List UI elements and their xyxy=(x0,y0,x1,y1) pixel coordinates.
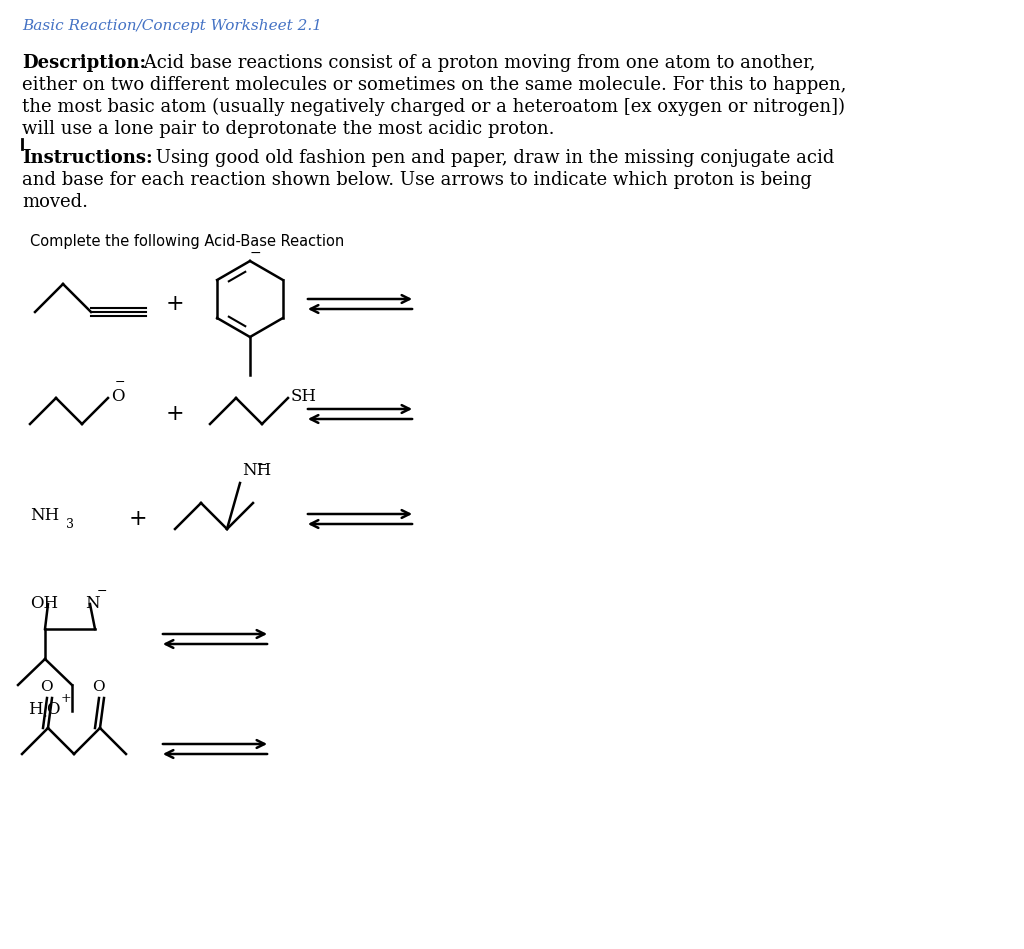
Text: 3: 3 xyxy=(66,517,74,530)
Text: will use a lone pair to deprotonate the most acidic proton.: will use a lone pair to deprotonate the … xyxy=(22,120,555,138)
Text: Description:: Description: xyxy=(22,54,146,72)
Text: and base for each reaction shown below. Use arrows to indicate which proton is b: and base for each reaction shown below. … xyxy=(22,171,812,189)
Text: NH: NH xyxy=(30,507,59,524)
Text: Acid base reactions consist of a proton moving from one atom to another,: Acid base reactions consist of a proton … xyxy=(138,54,815,72)
Text: Basic Reaction/Concept Worksheet 2.1: Basic Reaction/Concept Worksheet 2.1 xyxy=(22,19,322,33)
Text: O: O xyxy=(111,387,125,404)
Text: O: O xyxy=(40,680,52,694)
Text: .: . xyxy=(41,703,47,721)
Text: −: − xyxy=(249,246,261,260)
Text: +: + xyxy=(166,403,184,425)
Text: −: − xyxy=(96,585,108,598)
Text: Instructions:: Instructions: xyxy=(22,149,153,167)
Text: −: − xyxy=(115,376,125,388)
Text: either on two different molecules or sometimes on the same molecule. For this to: either on two different molecules or som… xyxy=(22,76,847,94)
Text: SH: SH xyxy=(291,387,317,404)
Text: H: H xyxy=(28,700,43,717)
Text: −: − xyxy=(257,458,267,472)
Text: the most basic atom (usually negatively charged or a heteroatom [ex oxygen or ni: the most basic atom (usually negatively … xyxy=(22,98,845,116)
Text: O: O xyxy=(46,700,59,717)
Text: NH: NH xyxy=(242,462,271,479)
Text: O: O xyxy=(92,680,104,694)
Text: OH: OH xyxy=(30,596,58,612)
Text: Using good old fashion pen and paper, draw in the missing conjugate acid: Using good old fashion pen and paper, dr… xyxy=(150,149,835,167)
Text: Complete the following Acid-Base Reaction: Complete the following Acid-Base Reactio… xyxy=(30,234,344,249)
Text: +: + xyxy=(166,293,184,315)
Text: +: + xyxy=(61,692,72,704)
Text: +: + xyxy=(129,508,147,530)
Text: moved.: moved. xyxy=(22,193,88,211)
Text: N: N xyxy=(85,596,99,612)
